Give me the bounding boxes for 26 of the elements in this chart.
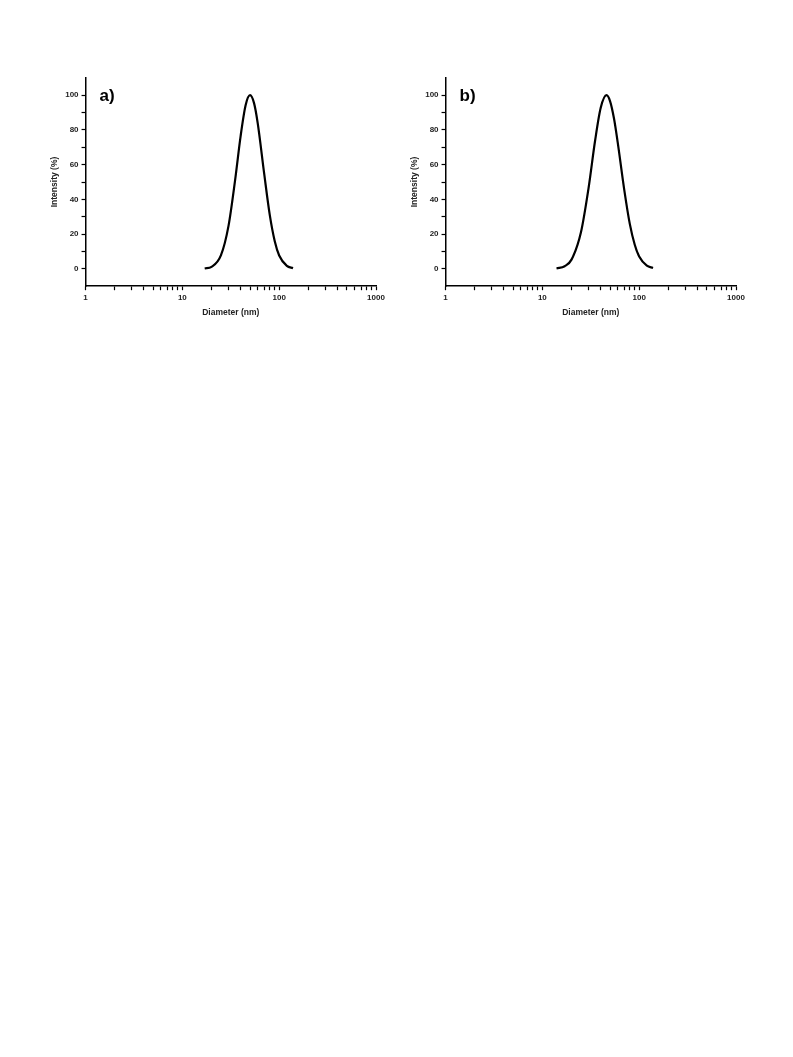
y-tick-label: 100: [425, 90, 440, 100]
y-tick-label: 20: [429, 229, 440, 239]
y-tick-label: 20: [69, 229, 80, 239]
text: b): [459, 85, 476, 105]
y-tick-label: 0: [74, 264, 80, 274]
y-axis-title: Intensity (%): [409, 156, 420, 208]
x-tick-label: 1: [443, 293, 449, 303]
x-axis-title: Diameter (nm): [562, 307, 620, 318]
y-tick-label: 80: [69, 125, 80, 135]
y-axis-title: Intensity (%): [49, 156, 60, 208]
x-tick-label: 1000: [367, 293, 386, 303]
x-axis-title: Diameter (nm): [202, 307, 260, 318]
y-tick-label: 0: [434, 264, 440, 274]
y-tick-label: 60: [429, 159, 440, 169]
x-tick-label: 1000: [727, 293, 746, 303]
x-tick-label: 10: [537, 293, 548, 303]
text: a): [99, 85, 115, 105]
y-tick-label: 40: [429, 194, 440, 204]
y-tick-label: 40: [69, 194, 80, 204]
x-tick-label: 1: [83, 293, 89, 303]
x-tick-label: 100: [632, 293, 647, 303]
y-tick-label: 60: [69, 159, 80, 169]
y-tick-label: 80: [429, 125, 440, 135]
y-tick-label: 100: [65, 90, 80, 100]
x-tick-label: 100: [272, 293, 287, 303]
x-tick-label: 10: [177, 293, 188, 303]
